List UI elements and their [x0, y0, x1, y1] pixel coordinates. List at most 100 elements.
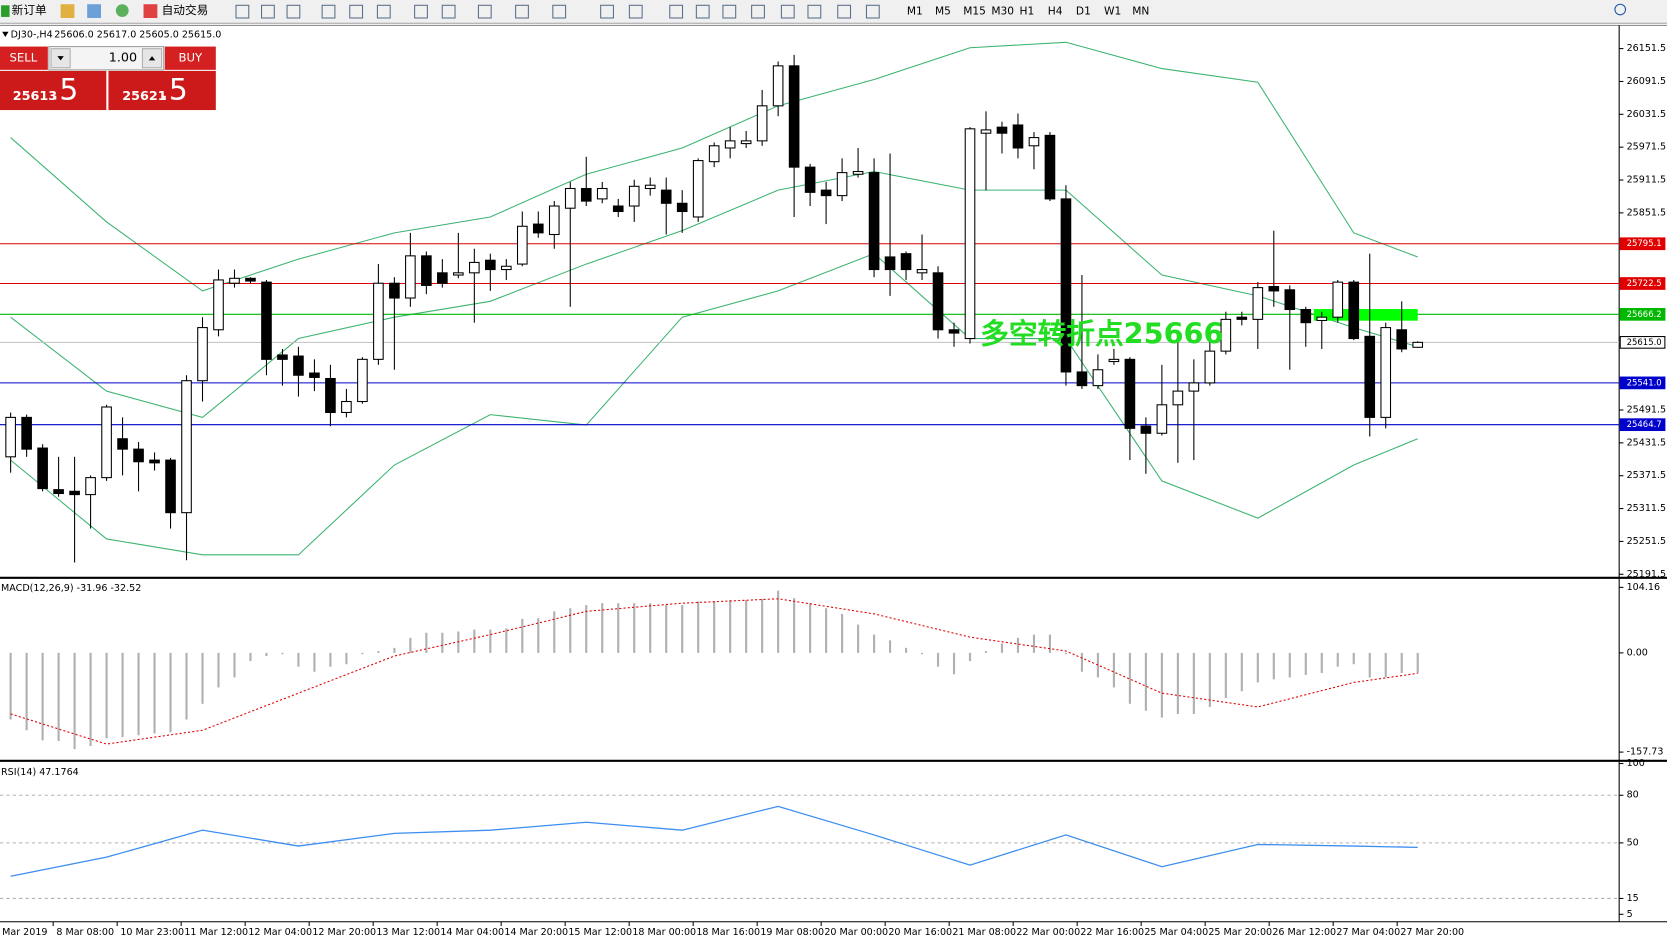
toolbar-icon[interactable] — [865, 4, 880, 19]
toolbar-icon[interactable] — [60, 4, 75, 18]
highlight-bar — [1313, 309, 1418, 321]
macd-signal — [10, 598, 1418, 745]
toolbar-icon[interactable] — [286, 4, 301, 19]
timeframe-button[interactable]: H4 — [1048, 6, 1063, 18]
candle-body — [261, 281, 272, 360]
timeframe-button[interactable]: D1 — [1076, 6, 1091, 18]
toolbar-icon[interactable] — [628, 4, 643, 19]
new-order-icon[interactable] — [1, 5, 10, 17]
candle-body — [469, 261, 480, 274]
candle-body — [980, 129, 992, 134]
candle-body — [612, 205, 624, 213]
toolbar-icon[interactable] — [780, 4, 795, 19]
bid-pips[interactable]: .5 — [50, 73, 78, 108]
ask-pips[interactable]: .5 — [159, 73, 187, 108]
toolbar-icon[interactable] — [695, 4, 710, 19]
x-tick-label: 14 Mar 04:00 — [440, 927, 504, 938]
y-tick-label: 25191.5 — [1627, 569, 1667, 580]
bid-box[interactable] — [0, 70, 107, 111]
candle-body — [309, 372, 320, 378]
annotation: 多空转折点25666 — [980, 317, 1223, 351]
sell-button[interactable] — [0, 46, 48, 70]
toolbar-icon[interactable] — [349, 4, 364, 19]
toolbar-icon[interactable] — [751, 4, 765, 19]
auto-trading-button[interactable]: 自动交易 — [162, 3, 209, 17]
y-tick-label: 104.16 — [1627, 582, 1660, 593]
timeframe-button[interactable]: M30 — [991, 6, 1014, 18]
candle-body — [149, 459, 160, 464]
timeframe-button[interactable]: M1 — [907, 6, 923, 18]
toolbar-icon[interactable] — [722, 4, 737, 19]
x-tick-label: 25 Mar 20:00 — [1208, 927, 1272, 938]
toolbar-icon[interactable] — [477, 4, 492, 19]
candle-body — [1412, 341, 1424, 348]
toolbar-icon[interactable] — [837, 4, 852, 19]
candle-body — [1044, 134, 1056, 200]
lots-value[interactable]: 1.00 — [109, 50, 137, 65]
toolbar-icon[interactable] — [261, 4, 275, 19]
level-label-box — [1619, 237, 1666, 251]
buy-button[interactable] — [164, 46, 216, 70]
timeframe-button[interactable]: MN — [1132, 6, 1149, 18]
toolbar-icon[interactable] — [235, 4, 250, 19]
candle-body — [1332, 281, 1344, 318]
bid-price[interactable]: 25613 — [13, 88, 57, 103]
toolbar-icon[interactable] — [552, 4, 567, 19]
toolbar-icon[interactable] — [600, 4, 614, 19]
candle-body — [277, 354, 288, 360]
toolbar-icon[interactable] — [441, 4, 456, 19]
ask-price[interactable]: 25621 — [122, 88, 166, 103]
candle-body — [1172, 390, 1184, 406]
candle-body — [373, 282, 384, 360]
toolbar-icon[interactable] — [414, 4, 428, 19]
auto-trading-icon[interactable] — [143, 4, 158, 18]
timeframe-button[interactable]: M5 — [935, 6, 951, 18]
candle-body — [1364, 335, 1376, 418]
y-tick-label: 25371.5 — [1627, 470, 1667, 481]
x-tick-label: 25 Mar 04:00 — [1144, 927, 1208, 938]
toolbar-icon[interactable] — [87, 4, 101, 18]
toolbar-icon[interactable] — [515, 4, 529, 19]
sell-label[interactable]: SELL — [9, 51, 37, 65]
x-tick-label: 8 Mar 08:00 — [56, 927, 114, 938]
toolbar-icon[interactable] — [115, 4, 129, 17]
timeframe-button[interactable]: W1 — [1104, 6, 1121, 18]
y-tick-label: 26151.5 — [1627, 43, 1667, 54]
level-label: 25541.0 — [1627, 377, 1662, 387]
candle-body — [660, 189, 672, 204]
candle-body — [1236, 316, 1248, 320]
level-label-box — [1619, 307, 1666, 321]
toolbar-icon[interactable] — [669, 4, 684, 19]
timeframe-button[interactable]: M15 — [963, 6, 986, 18]
y-tick-label: -157.73 — [1627, 747, 1664, 758]
level-label-box — [1619, 418, 1666, 432]
x-tick-label: 18 Mar 00:00 — [632, 927, 696, 938]
candle-body — [804, 166, 816, 193]
candle-body — [5, 416, 16, 458]
level-label: 25795.1 — [1627, 238, 1662, 248]
candle-body — [724, 140, 736, 149]
toolbar-icon[interactable] — [807, 4, 822, 19]
candle-body — [85, 477, 96, 496]
buy-label[interactable]: BUY — [178, 51, 203, 65]
toolbar-icon[interactable] — [321, 4, 336, 19]
chart-menu-arrow[interactable] — [2, 31, 9, 38]
candle-body — [948, 329, 960, 334]
candle-body — [756, 105, 768, 142]
candle-body — [437, 272, 448, 284]
new-order-button[interactable]: 新订单 — [12, 3, 47, 17]
x-tick-label: 27 Mar 04:00 — [1336, 927, 1400, 938]
timeframe-button[interactable]: H1 — [1020, 6, 1035, 18]
y-tick-label: 15 — [1627, 893, 1639, 904]
candle-body — [596, 187, 608, 200]
ask-box[interactable] — [108, 70, 216, 111]
lots-input[interactable] — [48, 46, 165, 71]
candle-body — [357, 358, 368, 403]
candle-body — [1140, 425, 1152, 434]
toolbar-icon[interactable] — [376, 4, 391, 19]
y-tick-label: 26031.5 — [1627, 109, 1667, 120]
candle-body — [868, 172, 880, 271]
candle-body — [101, 406, 112, 479]
search-icon[interactable] — [1614, 3, 1627, 16]
y-tick-label: 25491.5 — [1627, 405, 1667, 416]
